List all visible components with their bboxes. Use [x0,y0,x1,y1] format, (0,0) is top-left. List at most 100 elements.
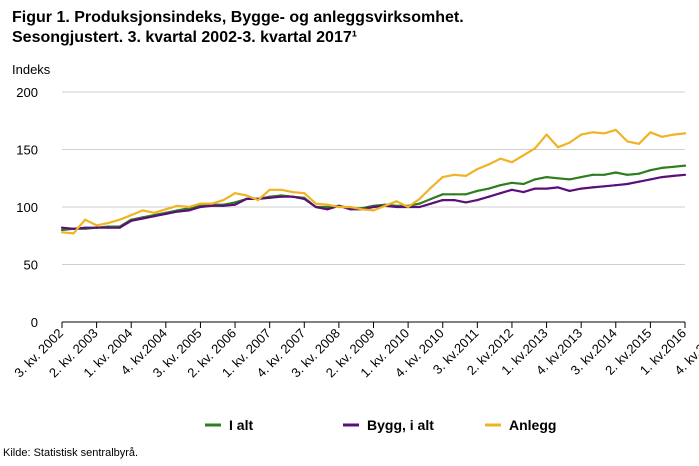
data-point [187,205,190,209]
source-note: Kilde: Statistisk sentralbyrå. [3,447,139,459]
data-point [107,226,110,229]
data-point [464,174,467,177]
data-point [395,205,398,209]
data-point [557,186,560,189]
data-point [337,205,340,209]
data-point [118,218,121,221]
data-point [430,197,433,200]
data-point [568,178,571,181]
data-point [660,176,664,179]
legend-item: Anlegg [485,417,556,433]
data-point [441,199,444,202]
data-point [672,174,675,177]
data-point [303,192,306,195]
data-point [614,128,617,131]
data-point [522,191,525,194]
data-point [210,202,214,205]
data-point [580,133,583,136]
data-point [614,171,617,174]
data-point [476,199,479,202]
data-point [210,204,214,207]
data-point [268,188,271,191]
data-point [430,202,433,205]
y-tick-label: 100 [16,200,38,215]
data-point [314,202,317,205]
data-point [268,196,271,199]
data-point [453,173,456,176]
data-point [591,131,594,134]
data-point [222,199,225,202]
data-point [533,178,537,181]
data-point [372,205,375,209]
data-point [545,187,548,190]
data-point [464,201,467,204]
data-point [614,184,617,187]
data-point [533,147,537,150]
data-point [222,204,225,207]
data-point [522,182,525,186]
data-point [649,131,652,134]
data-point [568,189,571,192]
legend-label: I alt [229,417,253,433]
data-point [153,211,156,214]
data-point [499,192,502,195]
series-lines [60,128,687,235]
data-point [545,176,548,179]
data-point [545,133,548,136]
data-point [234,203,237,206]
data-point [510,188,513,191]
data-point [591,186,594,189]
data-point [418,197,421,200]
data-point [637,142,641,145]
data-point [649,169,652,172]
data-point [487,195,490,198]
data-point [464,193,467,196]
data-point [510,181,513,184]
data-point [441,193,444,196]
data-point [95,224,98,227]
series-line [61,128,686,235]
data-point [234,201,237,204]
data-point [407,205,410,209]
data-point [453,199,456,202]
data-point [418,202,421,205]
data-point [60,226,64,229]
data-point [522,154,525,157]
series-i-alt [60,164,687,232]
data-point [603,185,606,188]
chart-title: Figur 1. Produksjonsindeks, Bygge- og an… [12,8,464,48]
data-point [153,215,156,218]
data-point [499,184,502,187]
data-point [499,157,502,160]
data-point [349,208,352,211]
legend-item: Bygg, i alt [343,417,434,433]
data-point [660,166,664,169]
data-point [487,187,490,190]
legend: I alt Bygg, i alt Anlegg [205,417,556,433]
data-point [130,214,133,217]
data-point [487,163,490,166]
series-line [61,164,686,232]
data-point [626,182,629,186]
data-point [568,141,571,144]
data-point [95,226,98,229]
legend-item: I alt [205,417,253,433]
data-point [476,168,479,171]
data-point [395,200,398,203]
data-point [245,194,248,197]
data-point [360,208,364,211]
data-point [107,222,110,225]
data-point [280,188,283,191]
data-point [683,132,687,135]
data-point [187,209,190,212]
data-point [130,219,133,222]
data-point [441,176,444,179]
data-point [257,199,260,202]
data-point [383,204,387,207]
data-point [326,203,329,206]
data-point [291,195,294,198]
data-point [164,208,167,211]
data-point [580,176,583,179]
y-tick-label: 0 [31,315,38,330]
